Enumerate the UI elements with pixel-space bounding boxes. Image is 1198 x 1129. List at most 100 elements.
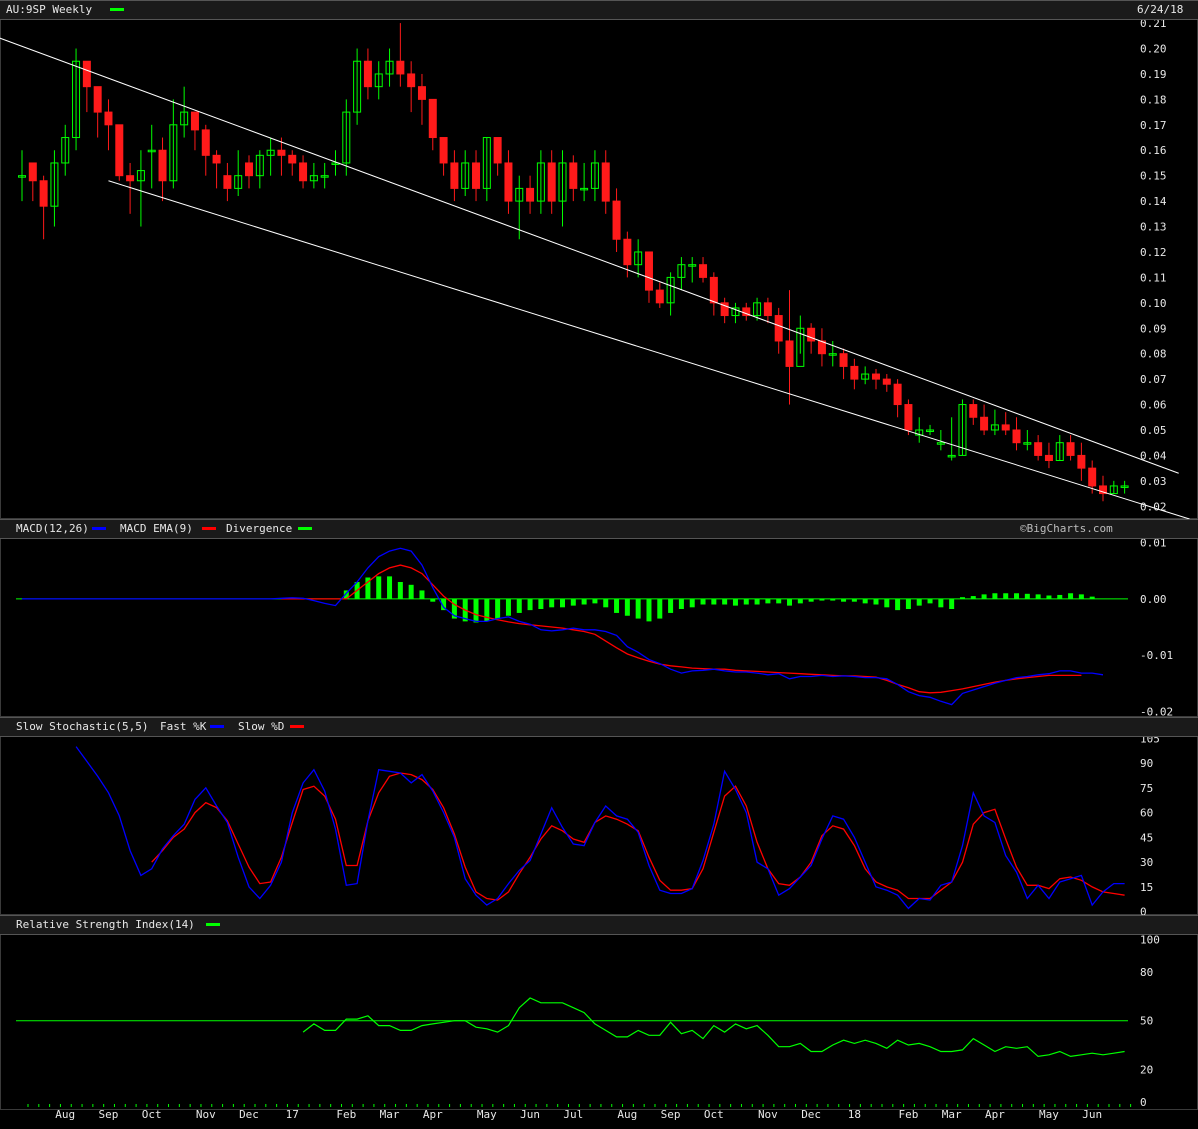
candle-body	[1077, 454, 1086, 469]
candle-body	[104, 111, 113, 126]
candle-body	[277, 149, 286, 156]
divergence-bar	[549, 598, 555, 608]
divergence-bar	[819, 598, 825, 601]
candle-body	[428, 98, 437, 139]
price-axis-tick-0_06: 0.06	[1140, 399, 1167, 412]
x-tick-label-8: Apr	[423, 1108, 443, 1121]
candle-body	[190, 111, 199, 131]
macd-axis-tick-_0_02: -0.02	[1140, 705, 1173, 718]
candle-body	[396, 60, 405, 75]
x-tick-label-0: Aug	[55, 1108, 75, 1121]
price-axis-tick-0_07: 0.07	[1140, 373, 1167, 386]
candle-body	[417, 86, 426, 100]
price-axis-tick-0_17: 0.17	[1140, 119, 1167, 132]
candle-body	[763, 302, 772, 317]
candle-body	[1034, 442, 1043, 456]
divergence-bar	[830, 598, 836, 601]
candle-body	[688, 264, 697, 267]
divergence-bar	[1068, 593, 1074, 599]
divergence-bar	[614, 598, 620, 613]
candle-body	[958, 404, 967, 456]
candle-body	[136, 170, 145, 182]
candle-body	[212, 154, 221, 164]
candle-body	[61, 137, 70, 164]
candle-body	[699, 264, 708, 278]
divergence-bar	[603, 598, 609, 608]
candle-body	[169, 124, 178, 182]
price-axis-tick-0_13: 0.13	[1140, 221, 1167, 234]
candle-body	[115, 124, 124, 177]
divergence-bar	[959, 597, 965, 599]
price-axis-tick-0_15: 0.15	[1140, 170, 1167, 183]
x-tick-label-3: Nov	[196, 1108, 216, 1121]
candle-body	[839, 353, 848, 367]
macd-axis-tick-0_01: 0.01	[1140, 537, 1167, 550]
stoch-panel-header: Slow Stochastic(5,5) Fast %K Slow %D	[0, 717, 1198, 737]
candle-body	[915, 429, 924, 436]
candle-body	[201, 129, 210, 156]
candle-body	[590, 162, 599, 189]
fast-k-swatch	[210, 725, 224, 728]
symbol-label: AU:9SP Weekly	[6, 3, 93, 16]
divergence-bar	[949, 598, 955, 609]
price-axis-tick-0_02: 0.02	[1140, 500, 1167, 513]
candle-body	[1088, 467, 1097, 487]
candle-body	[1055, 442, 1064, 462]
price-panel-header: AU:9SP Weekly 6/24/18	[0, 0, 1198, 20]
x-tick-label-18: Feb	[898, 1108, 918, 1121]
candle-body	[655, 289, 664, 304]
candle-body	[709, 276, 718, 304]
rsi-title: Relative Strength Index(14)	[16, 918, 195, 931]
price-axis-tick-0_03: 0.03	[1140, 475, 1167, 488]
panel-frame-1	[0, 537, 1198, 717]
candle-body	[904, 404, 913, 431]
price-axis-tick-0_19: 0.19	[1140, 68, 1167, 81]
divergence-bar	[765, 598, 771, 604]
macd-legend-swatch	[92, 527, 106, 530]
divergence-bar	[376, 576, 382, 599]
x-tick-label-2: Oct	[142, 1108, 162, 1121]
stoch-axis-tick-30: 30	[1140, 856, 1153, 869]
candle-body	[320, 175, 329, 178]
divergence-bar	[797, 598, 803, 604]
candle-body	[536, 162, 545, 202]
divergence-bar	[916, 598, 922, 606]
candle-body	[82, 60, 91, 88]
divergence-bar	[970, 596, 976, 599]
candle-body	[515, 187, 524, 202]
candle-body	[634, 251, 643, 266]
divergence-legend-swatch	[298, 527, 312, 530]
price-axis-tick-0_20: 0.20	[1140, 43, 1167, 56]
divergence-bar	[592, 598, 598, 604]
divergence-bar	[722, 598, 728, 605]
ema-legend-swatch	[202, 527, 216, 530]
candle-body	[255, 154, 264, 177]
candle-body	[461, 162, 470, 189]
x-tick-label-22: Jun	[1082, 1108, 1102, 1121]
candle-body	[234, 175, 243, 189]
candle-body	[926, 429, 935, 432]
divergence-bar	[408, 584, 414, 599]
divergence-bar	[441, 598, 447, 611]
candle-body	[1120, 485, 1129, 488]
divergence-bar	[905, 598, 911, 609]
candle-body	[28, 162, 37, 182]
rsi-legend-swatch	[206, 923, 220, 926]
candle-body	[796, 327, 805, 367]
price-axis-tick-0_16: 0.16	[1140, 144, 1167, 157]
divergence-bar	[1024, 593, 1030, 599]
divergence-bar	[1057, 594, 1063, 599]
candle-body	[720, 302, 729, 317]
macd-title: MACD(12,26)	[16, 522, 89, 535]
candle-body	[742, 307, 751, 317]
rsi-axis-tick-100: 100	[1140, 933, 1160, 946]
candle-body	[1023, 442, 1032, 445]
divergence-bar	[754, 598, 760, 605]
divergence-bar	[516, 598, 522, 613]
candle-body	[482, 137, 491, 189]
divergence-bar	[787, 598, 793, 606]
x-tick-label-11: Jul	[563, 1108, 583, 1121]
divergence-bar	[343, 590, 349, 599]
stoch-axis-tick-90: 90	[1140, 757, 1153, 770]
x-tick-label-10: Jun	[520, 1108, 540, 1121]
